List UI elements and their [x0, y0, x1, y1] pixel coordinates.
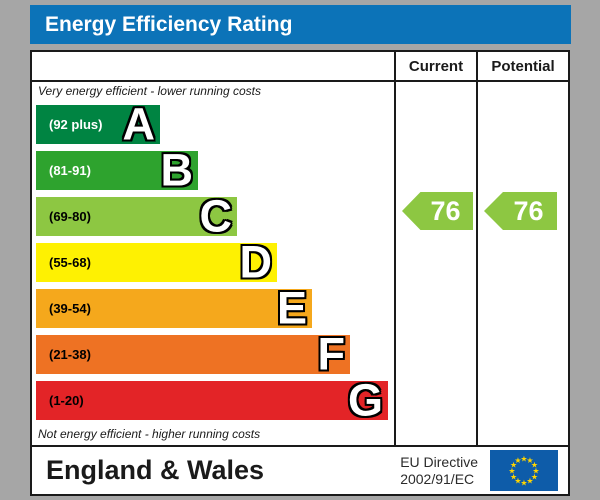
- potential-rating-column: 76: [478, 82, 568, 445]
- chart-title-bar: Energy Efficiency Rating: [30, 5, 571, 44]
- band-range-label: (69-80): [49, 209, 91, 224]
- band-bar-d: (55-68) D: [36, 239, 277, 284]
- chart-title: Energy Efficiency Rating: [45, 12, 293, 36]
- band-letter: G: [347, 374, 383, 426]
- band-letter: E: [276, 282, 307, 334]
- current-rating-value: 76: [430, 195, 461, 226]
- eu-directive-text: EU Directive 2002/91/EC: [400, 454, 478, 488]
- svg-text:★: ★: [510, 472, 517, 481]
- svg-text:★: ★: [508, 466, 515, 475]
- band-range-label: (39-54): [49, 301, 91, 316]
- band-letter: C: [199, 190, 233, 242]
- band-letter: D: [239, 236, 273, 288]
- column-header-current: Current: [396, 52, 478, 82]
- potential-rating-value: 76: [513, 195, 544, 226]
- band-row-d: (55-68) D: [36, 239, 394, 284]
- region-label: England & Wales: [46, 455, 265, 485]
- eu-directive-line2: 2002/91/EC: [400, 470, 475, 487]
- band-range-label: (81-91): [49, 163, 91, 178]
- band-letter: A: [122, 98, 156, 150]
- current-rating-column: 76: [396, 82, 478, 445]
- band-range-label: (55-68): [49, 255, 91, 270]
- svg-text:★: ★: [526, 456, 533, 465]
- rating-table: Current Potential Very energy efficient …: [30, 50, 570, 447]
- band-letter: F: [317, 328, 346, 380]
- band-range-label: (92 plus): [49, 117, 103, 132]
- band-letter: B: [160, 144, 194, 196]
- svg-text:★: ★: [514, 477, 521, 486]
- eu-flag-icon: ★ ★ ★ ★ ★ ★ ★ ★ ★ ★ ★ ★: [490, 450, 558, 491]
- svg-text:★: ★: [510, 460, 517, 469]
- band-row-b: (81-91) B: [36, 147, 394, 192]
- band-row-f: (21-38) F: [36, 331, 394, 376]
- band-bar-f: (21-38) F: [36, 331, 350, 376]
- svg-text:★: ★: [514, 456, 521, 465]
- band-row-g: (1-20) G: [36, 377, 394, 422]
- note-very-efficient: Very energy efficient - lower running co…: [38, 84, 261, 98]
- band-row-a: (92 plus) A: [36, 101, 394, 146]
- svg-text:★: ★: [520, 478, 527, 487]
- band-range-label: (21-38): [49, 347, 91, 362]
- band-bar-b: (81-91) B: [36, 147, 198, 192]
- svg-text:★: ★: [531, 460, 538, 469]
- potential-rating-arrow: 76: [484, 192, 557, 230]
- band-row-c: (69-80) C: [36, 193, 394, 238]
- band-bar-g: (1-20) G: [36, 377, 388, 422]
- svg-text:★: ★: [531, 472, 538, 481]
- band-range-label: (1-20): [49, 393, 84, 408]
- svg-text:★: ★: [532, 466, 539, 475]
- current-rating-arrow: 76: [402, 192, 473, 230]
- table-corner-cell: [32, 52, 396, 82]
- eu-directive-line1: EU Directive: [400, 453, 478, 470]
- column-header-potential: Potential: [478, 52, 568, 82]
- band-row-e: (39-54) E: [36, 285, 394, 330]
- footer-bar: England & Wales EU Directive 2002/91/EC …: [30, 445, 570, 496]
- band-bar-c: (69-80) C: [36, 193, 237, 238]
- note-not-efficient: Not energy efficient - higher running co…: [38, 427, 261, 441]
- band-bar-e: (39-54) E: [36, 285, 312, 330]
- svg-text:★: ★: [520, 454, 527, 463]
- band-bar-a: (92 plus) A: [36, 101, 160, 146]
- bands-column: Very energy efficient - lower running co…: [32, 82, 396, 445]
- svg-text:★: ★: [526, 477, 533, 486]
